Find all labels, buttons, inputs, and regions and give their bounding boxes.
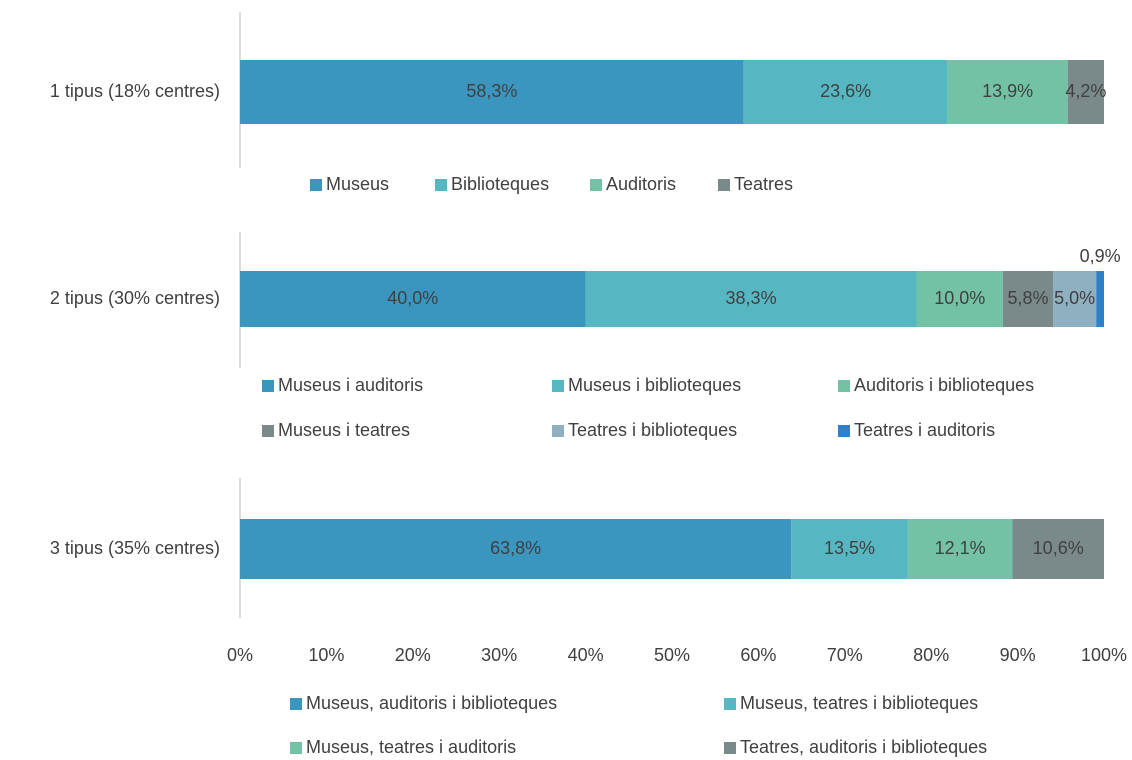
bar-segment bbox=[1067, 60, 1104, 124]
legend-label: Museus bbox=[326, 174, 389, 194]
bar-segment bbox=[240, 60, 744, 124]
legend-swatch bbox=[590, 179, 602, 191]
value-label: 0,9% bbox=[1080, 246, 1121, 266]
legend-swatch bbox=[724, 742, 736, 754]
legend-label: Auditoris i biblioteques bbox=[854, 375, 1034, 395]
x-tick-label: 80% bbox=[913, 645, 949, 665]
bar-segment bbox=[743, 60, 948, 124]
category-label: 1 tipus (18% centres) bbox=[50, 81, 220, 101]
legend-swatch bbox=[262, 425, 274, 437]
value-label: 58,3% bbox=[466, 81, 517, 101]
x-tick-label: 10% bbox=[308, 645, 344, 665]
bar-segment bbox=[947, 60, 1068, 124]
legend-label: Museus i auditoris bbox=[278, 375, 423, 395]
value-label: 63,8% bbox=[490, 538, 541, 558]
legend-label: Biblioteques bbox=[451, 174, 549, 194]
legend-label: Teatres, auditoris i biblioteques bbox=[740, 737, 987, 757]
legend-label: Teatres i biblioteques bbox=[568, 420, 737, 440]
legend-label: Museus, auditoris i biblioteques bbox=[306, 693, 557, 713]
x-tick-label: 100% bbox=[1081, 645, 1127, 665]
bar-segment bbox=[240, 271, 586, 327]
value-label: 5,0% bbox=[1054, 288, 1095, 308]
legend-swatch bbox=[552, 380, 564, 392]
legend-swatch bbox=[310, 179, 322, 191]
legend-label: Teatres bbox=[734, 174, 793, 194]
category-label: 3 tipus (35% centres) bbox=[50, 538, 220, 558]
legend-swatch bbox=[290, 742, 302, 754]
value-label: 38,3% bbox=[726, 288, 777, 308]
x-tick-label: 70% bbox=[827, 645, 863, 665]
legend-swatch bbox=[718, 179, 730, 191]
legend-swatch bbox=[290, 698, 302, 710]
legend-label: Museus, teatres i auditoris bbox=[306, 737, 516, 757]
x-tick-label: 20% bbox=[395, 645, 431, 665]
legend-label: Teatres i auditoris bbox=[854, 420, 995, 440]
legend-swatch bbox=[838, 425, 850, 437]
value-label: 13,9% bbox=[982, 81, 1033, 101]
legend-swatch bbox=[552, 425, 564, 437]
bar-segment bbox=[1053, 271, 1097, 327]
legend-swatch bbox=[435, 179, 447, 191]
x-tick-label: 30% bbox=[481, 645, 517, 665]
legend-label: Museus i biblioteques bbox=[568, 375, 741, 395]
bar-segment bbox=[240, 519, 792, 579]
x-tick-label: 40% bbox=[568, 645, 604, 665]
value-label: 23,6% bbox=[820, 81, 871, 101]
bar-segment bbox=[1012, 519, 1104, 579]
value-label: 13,5% bbox=[824, 538, 875, 558]
x-tick-label: 50% bbox=[654, 645, 690, 665]
value-label: 40,0% bbox=[387, 288, 438, 308]
bar-segment bbox=[1096, 271, 1104, 327]
category-label: 2 tipus (30% centres) bbox=[50, 288, 220, 308]
x-tick-label: 60% bbox=[740, 645, 776, 665]
bar-segment bbox=[916, 271, 1003, 327]
value-label: 10,6% bbox=[1033, 538, 1084, 558]
value-label: 10,0% bbox=[934, 288, 985, 308]
bar-segment bbox=[1002, 271, 1054, 327]
legend-label: Auditoris bbox=[606, 174, 676, 194]
value-label: 4,2% bbox=[1065, 81, 1106, 101]
legend-label: Museus i teatres bbox=[278, 420, 410, 440]
legend-swatch bbox=[262, 380, 274, 392]
value-label: 5,8% bbox=[1007, 288, 1048, 308]
bar-segment bbox=[585, 271, 917, 327]
legend-swatch bbox=[838, 380, 850, 392]
legend-label: Museus, teatres i biblioteques bbox=[740, 693, 978, 713]
bar-segment bbox=[791, 519, 908, 579]
x-tick-label: 0% bbox=[227, 645, 253, 665]
bar-segment bbox=[907, 519, 1013, 579]
legend-swatch bbox=[724, 698, 736, 710]
value-label: 12,1% bbox=[935, 538, 986, 558]
x-tick-label: 90% bbox=[1000, 645, 1036, 665]
